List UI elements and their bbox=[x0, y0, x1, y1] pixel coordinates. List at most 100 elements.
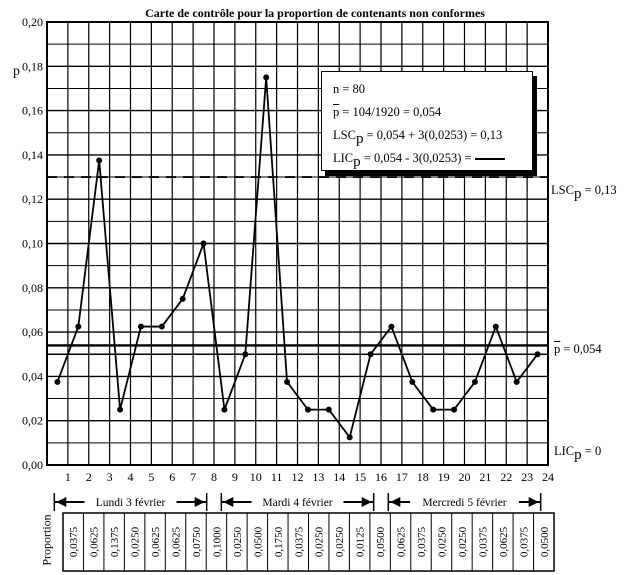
data-point bbox=[158, 323, 165, 330]
x-tick-label: 3 bbox=[107, 470, 113, 484]
y-tick-label: 0,00 bbox=[22, 458, 43, 472]
y-tick-label: 0,16 bbox=[22, 104, 43, 118]
lcl-label: LICp = 0 bbox=[554, 444, 602, 463]
proportion-cell-value: 0,0250 bbox=[436, 526, 448, 557]
proportion-cell-value: 0,0625 bbox=[498, 526, 510, 557]
legend-lic: LICp = 0,054 - 3(0,0253) = bbox=[333, 147, 532, 170]
legend-box: n = 80 p = 104/1920 = 0,054 LSCp = 0,054… bbox=[321, 71, 533, 171]
day-arrow-head bbox=[528, 497, 539, 507]
data-point bbox=[242, 351, 249, 358]
x-tick-label: 20 bbox=[459, 470, 471, 484]
x-tick-label: 7 bbox=[190, 470, 196, 484]
proportion-cell-value: 0,1750 bbox=[273, 526, 285, 557]
proportion-cell-value: 0,0250 bbox=[457, 526, 469, 557]
data-series-line bbox=[56, 77, 539, 440]
data-point bbox=[179, 295, 186, 302]
data-point bbox=[388, 323, 395, 330]
x-tick-label: 4 bbox=[128, 470, 134, 484]
y-tick-label: 0,06 bbox=[22, 325, 43, 339]
proportion-cell-value: 0,1000 bbox=[211, 526, 223, 557]
data-point bbox=[200, 240, 207, 247]
proportion-cell-value: 0,0375 bbox=[68, 526, 80, 557]
data-point bbox=[96, 157, 103, 164]
x-tick-label: 23 bbox=[521, 470, 533, 484]
proportion-cell-value: 0,1375 bbox=[109, 526, 121, 557]
x-tick-label: 24 bbox=[542, 470, 554, 484]
data-point bbox=[513, 378, 520, 385]
proportion-cell-value: 0,0250 bbox=[314, 526, 326, 557]
data-point bbox=[117, 406, 124, 413]
x-tick-label: 15 bbox=[354, 470, 366, 484]
proportion-cell-value: 0,0750 bbox=[191, 526, 203, 557]
proportion-cell-value: 0,0500 bbox=[375, 526, 387, 557]
data-point bbox=[263, 74, 270, 81]
x-tick-label: 21 bbox=[479, 470, 491, 484]
data-point bbox=[304, 406, 311, 413]
proportion-cell-value: 0,0125 bbox=[355, 526, 367, 557]
proportion-cell-value: 0,0250 bbox=[334, 526, 346, 557]
x-tick-label: 8 bbox=[211, 470, 217, 484]
legend-n: n = 80 bbox=[333, 82, 366, 96]
y-tick-label: 0,14 bbox=[22, 148, 43, 162]
proportion-cell-value: 0,0625 bbox=[171, 526, 183, 557]
y-tick-label: 0,10 bbox=[22, 237, 43, 251]
proportion-cell-value: 0,0500 bbox=[252, 526, 264, 557]
data-point bbox=[451, 406, 458, 413]
y-tick-label: 0,18 bbox=[22, 59, 43, 73]
proportion-cell-value: 0,0625 bbox=[89, 526, 101, 557]
x-tick-label: 22 bbox=[500, 470, 512, 484]
day-label: Mercredi 5 février bbox=[422, 497, 506, 509]
y-tick-label: 0,08 bbox=[22, 281, 43, 295]
data-point bbox=[137, 323, 144, 330]
day-label: Lundi 3 février bbox=[96, 497, 166, 509]
legend-lsc: LSCp = 0,054 + 3(0,0253) = 0,13 bbox=[333, 128, 503, 147]
x-tick-label: 17 bbox=[396, 470, 408, 484]
day-arrow-head bbox=[194, 497, 205, 507]
x-tick-label: 19 bbox=[438, 470, 450, 484]
ucl-label: LSCp = 0,13 bbox=[551, 183, 617, 202]
data-point bbox=[284, 378, 291, 385]
proportion-cell-value: 0,0625 bbox=[396, 526, 408, 557]
x-tick-label: 2 bbox=[86, 470, 92, 484]
x-tick-label: 18 bbox=[417, 470, 429, 484]
data-point bbox=[409, 378, 416, 385]
y-tick-label: 0,02 bbox=[22, 414, 43, 428]
data-point bbox=[325, 406, 332, 413]
legend-pbar: p = 104/1920 = 0,054 bbox=[333, 105, 442, 119]
y-axis-label: p bbox=[13, 64, 20, 79]
data-point bbox=[54, 378, 61, 385]
x-tick-label: 11 bbox=[271, 470, 283, 484]
day-arrow-head bbox=[361, 497, 372, 507]
day-arrow-head bbox=[390, 497, 401, 507]
proportion-cell-value: 0,0500 bbox=[539, 526, 551, 557]
y-tick-label: 0,20 bbox=[22, 15, 43, 29]
data-point bbox=[471, 378, 478, 385]
x-tick-label: 12 bbox=[292, 470, 304, 484]
chart-title: Carte de contrôle pour la proportion de … bbox=[145, 6, 485, 20]
x-tick-label: 13 bbox=[312, 470, 324, 484]
legend-lic-dash bbox=[474, 158, 505, 161]
data-point bbox=[534, 351, 541, 358]
x-tick-label: 6 bbox=[169, 470, 175, 484]
proportion-cell-value: 0,0250 bbox=[232, 526, 244, 557]
data-point bbox=[75, 323, 82, 330]
day-arrow-head bbox=[56, 497, 67, 507]
day-label: Mardi 4 février bbox=[262, 497, 332, 509]
data-point bbox=[492, 323, 499, 330]
proportion-row-label: Proportion bbox=[39, 514, 54, 566]
y-tick-label: 0,04 bbox=[22, 369, 43, 383]
center-label: p = 0,054 bbox=[554, 342, 602, 356]
x-tick-label: 5 bbox=[148, 470, 154, 484]
data-point bbox=[346, 434, 353, 441]
y-tick-label: 0,12 bbox=[22, 192, 43, 206]
proportion-cell-value: 0,0375 bbox=[293, 526, 305, 557]
proportion-cell-value: 0,0375 bbox=[477, 526, 489, 557]
x-tick-label: 9 bbox=[232, 470, 238, 484]
x-tick-label: 1 bbox=[65, 470, 71, 484]
proportion-cell-value: 0,0250 bbox=[130, 526, 142, 557]
data-point bbox=[221, 406, 228, 413]
day-arrow-head bbox=[223, 497, 234, 507]
x-tick-label: 10 bbox=[250, 470, 262, 484]
proportion-cell-value: 0,0375 bbox=[518, 526, 530, 557]
